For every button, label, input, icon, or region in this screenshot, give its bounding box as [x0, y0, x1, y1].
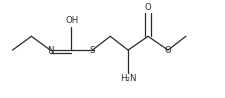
Text: O: O [165, 46, 171, 55]
Text: OH: OH [66, 16, 79, 25]
Text: N: N [47, 46, 54, 55]
Text: O: O [145, 3, 151, 12]
Text: S: S [90, 46, 95, 55]
Text: H₂N: H₂N [120, 74, 136, 83]
